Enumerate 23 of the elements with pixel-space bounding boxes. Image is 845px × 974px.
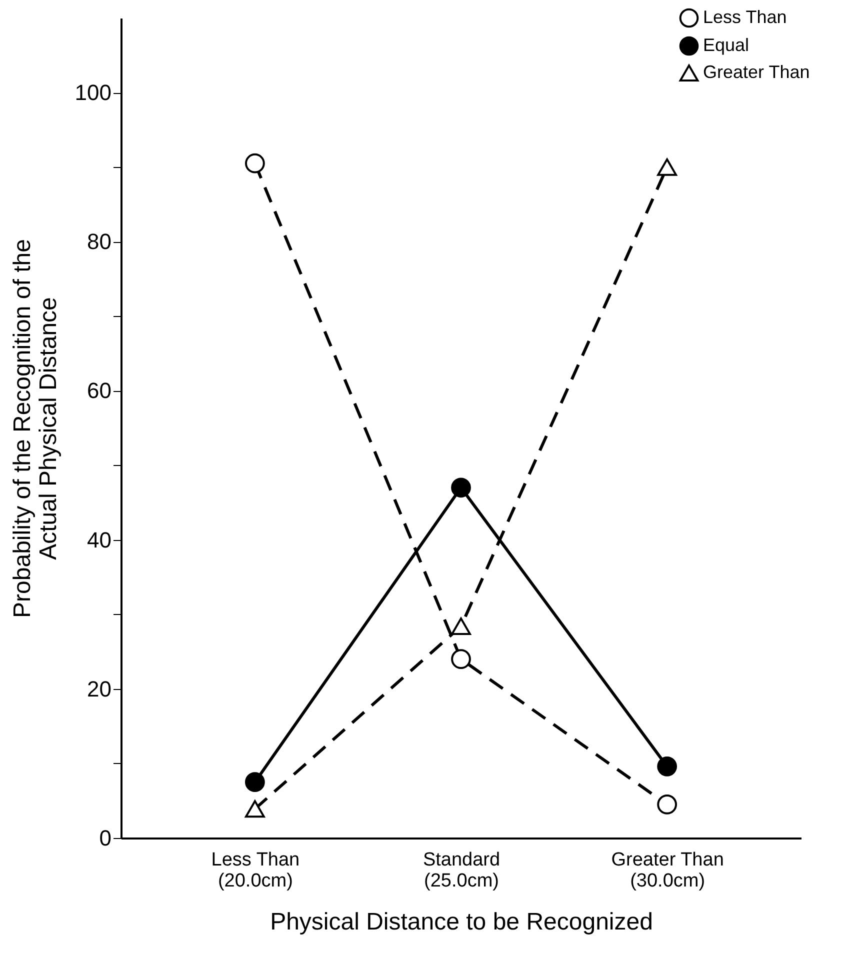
point <box>244 800 265 818</box>
x-tick-label: Standard (25.0cm) <box>422 850 500 892</box>
y-tick-label: 0 <box>99 826 112 850</box>
y-tick-label: 100 <box>74 80 112 106</box>
y-tick-label: 20 <box>87 676 112 702</box>
point <box>657 794 678 814</box>
x-axis-title: Physical Distance to be Recognized <box>270 908 653 936</box>
point <box>451 649 471 670</box>
x-tick-label: Less Than (20.0cm) <box>211 850 300 892</box>
point <box>244 772 265 792</box>
point <box>657 756 678 776</box>
point <box>244 153 265 174</box>
legend-label: Less Than <box>703 7 787 27</box>
point <box>451 618 471 636</box>
y-tick-label: 40 <box>87 527 112 552</box>
x-tick-label: Greater Than (30.0cm) <box>611 850 724 892</box>
y-tick-label: 60 <box>87 378 112 404</box>
legend-label: Equal <box>703 35 750 55</box>
legend-label: Greater Than <box>703 62 810 82</box>
point <box>451 478 471 498</box>
y-axis-title: Probability of the Recognition of the Actual Physical Distance <box>8 239 62 618</box>
point <box>657 158 678 176</box>
y-tick-label: 80 <box>87 229 112 254</box>
